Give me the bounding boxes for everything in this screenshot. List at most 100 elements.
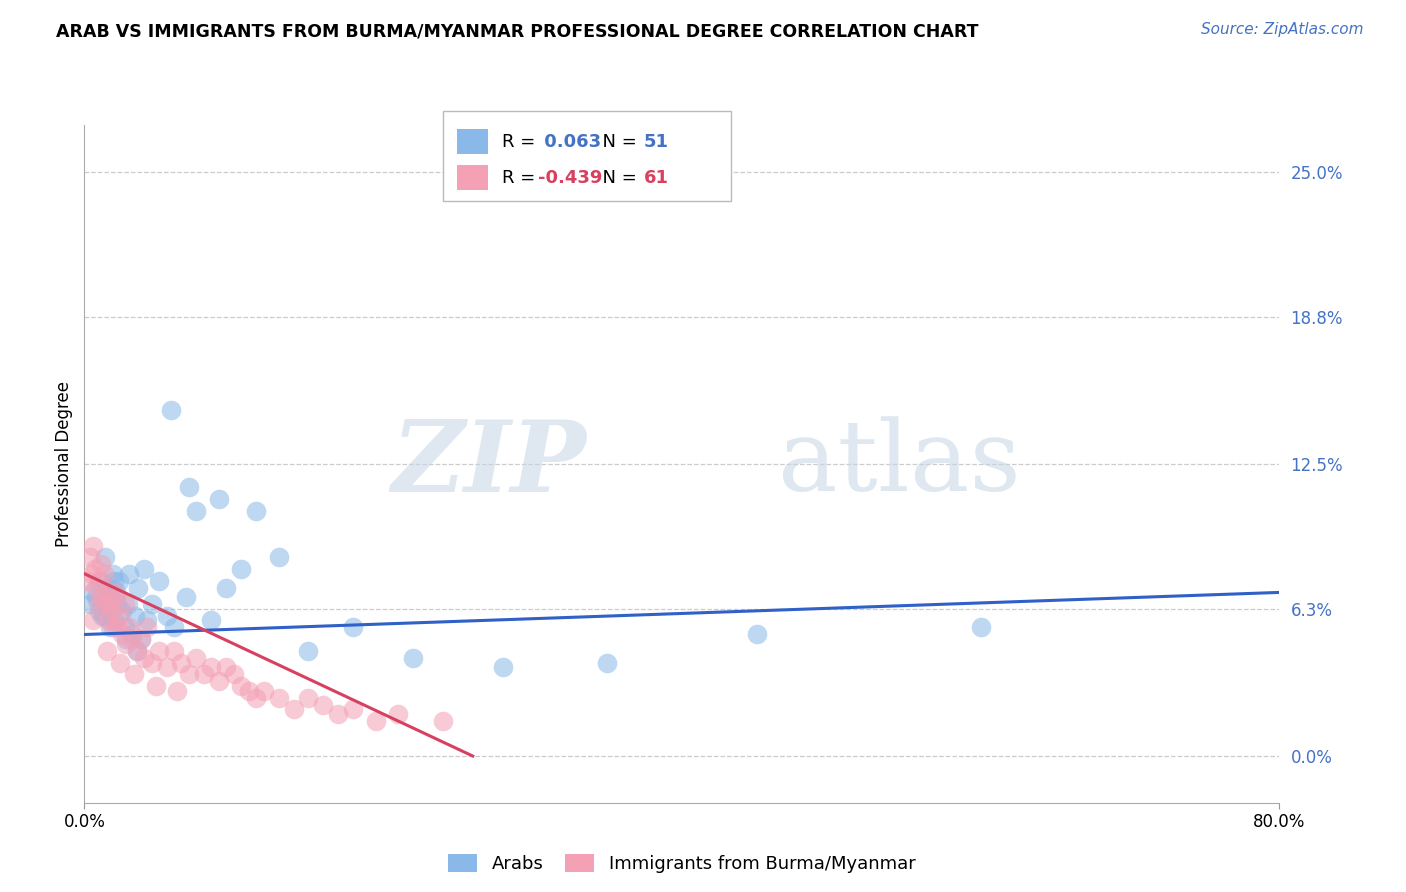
Point bbox=[132, 562, 156, 576]
Point bbox=[136, 614, 159, 628]
Point bbox=[208, 491, 231, 506]
Point bbox=[82, 539, 104, 553]
Point bbox=[96, 585, 118, 599]
Point bbox=[970, 620, 993, 634]
Point bbox=[101, 566, 124, 581]
Point bbox=[91, 608, 114, 623]
Point bbox=[148, 644, 170, 658]
Point bbox=[253, 683, 276, 698]
Text: 51: 51 bbox=[644, 133, 669, 151]
Point bbox=[124, 608, 146, 623]
Point bbox=[222, 667, 245, 681]
Point bbox=[141, 656, 163, 670]
Point bbox=[312, 698, 335, 712]
Point bbox=[87, 597, 110, 611]
Point bbox=[79, 550, 101, 565]
Point bbox=[89, 604, 111, 618]
Point bbox=[98, 620, 121, 634]
Point bbox=[215, 660, 238, 674]
Point bbox=[104, 590, 127, 604]
Point bbox=[200, 614, 222, 628]
Point bbox=[97, 581, 120, 595]
Point bbox=[387, 706, 409, 721]
Point bbox=[105, 597, 128, 611]
Point bbox=[245, 503, 267, 517]
Point bbox=[86, 590, 108, 604]
Point bbox=[145, 679, 167, 693]
Point bbox=[245, 690, 267, 705]
Point bbox=[121, 627, 143, 641]
Point bbox=[596, 656, 619, 670]
Point bbox=[114, 597, 136, 611]
Point bbox=[93, 566, 115, 581]
Point bbox=[174, 590, 197, 604]
Point bbox=[745, 627, 768, 641]
Point bbox=[90, 558, 112, 572]
Point bbox=[96, 644, 118, 658]
Point bbox=[89, 574, 111, 588]
Point bbox=[115, 632, 138, 647]
Text: R =: R = bbox=[502, 169, 541, 186]
Point bbox=[103, 574, 125, 588]
Point bbox=[107, 574, 129, 588]
Y-axis label: Professional Degree: Professional Degree bbox=[55, 381, 73, 547]
Point bbox=[125, 644, 148, 658]
Text: 0.063: 0.063 bbox=[538, 133, 602, 151]
Point bbox=[127, 581, 149, 595]
Point bbox=[103, 614, 125, 628]
Point bbox=[328, 706, 350, 721]
Point bbox=[86, 581, 108, 595]
Point bbox=[104, 585, 127, 599]
Point bbox=[118, 620, 141, 634]
Point bbox=[122, 667, 145, 681]
Point bbox=[141, 597, 163, 611]
Point bbox=[177, 480, 200, 494]
Point bbox=[129, 632, 152, 647]
Point bbox=[155, 608, 177, 623]
Point bbox=[297, 690, 319, 705]
Point bbox=[110, 656, 132, 670]
Point bbox=[492, 660, 515, 674]
Point bbox=[432, 714, 454, 728]
Point bbox=[111, 627, 134, 641]
Point bbox=[97, 614, 120, 628]
Point bbox=[283, 702, 305, 716]
Point bbox=[215, 581, 238, 595]
Point bbox=[76, 574, 98, 588]
Text: ARAB VS IMMIGRANTS FROM BURMA/MYANMAR PROFESSIONAL DEGREE CORRELATION CHART: ARAB VS IMMIGRANTS FROM BURMA/MYANMAR PR… bbox=[56, 22, 979, 40]
Point bbox=[267, 690, 290, 705]
Point bbox=[186, 503, 208, 517]
Point bbox=[267, 550, 290, 565]
Point bbox=[238, 683, 260, 698]
Point bbox=[231, 679, 253, 693]
Point bbox=[101, 620, 124, 634]
Point bbox=[342, 702, 364, 716]
Text: N =: N = bbox=[591, 133, 643, 151]
Point bbox=[96, 590, 118, 604]
Point bbox=[342, 620, 364, 634]
Point bbox=[107, 608, 129, 623]
Point bbox=[118, 566, 141, 581]
Point bbox=[163, 620, 186, 634]
Point bbox=[90, 574, 112, 588]
Point bbox=[163, 644, 186, 658]
Text: atlas: atlas bbox=[778, 416, 1021, 512]
Point bbox=[98, 597, 121, 611]
Legend: Arabs, Immigrants from Burma/Myanmar: Arabs, Immigrants from Burma/Myanmar bbox=[440, 845, 924, 882]
Point bbox=[297, 644, 319, 658]
Point bbox=[402, 651, 425, 665]
Point bbox=[166, 683, 188, 698]
Point bbox=[91, 590, 114, 604]
Point bbox=[100, 604, 122, 618]
Point bbox=[121, 632, 143, 647]
Point bbox=[105, 620, 128, 634]
Point bbox=[177, 667, 200, 681]
Point bbox=[114, 620, 136, 634]
Point bbox=[94, 550, 117, 565]
Point bbox=[129, 632, 152, 647]
Point bbox=[231, 562, 253, 576]
Point bbox=[193, 667, 215, 681]
Point bbox=[94, 597, 117, 611]
Text: R =: R = bbox=[502, 133, 541, 151]
Point bbox=[82, 614, 104, 628]
